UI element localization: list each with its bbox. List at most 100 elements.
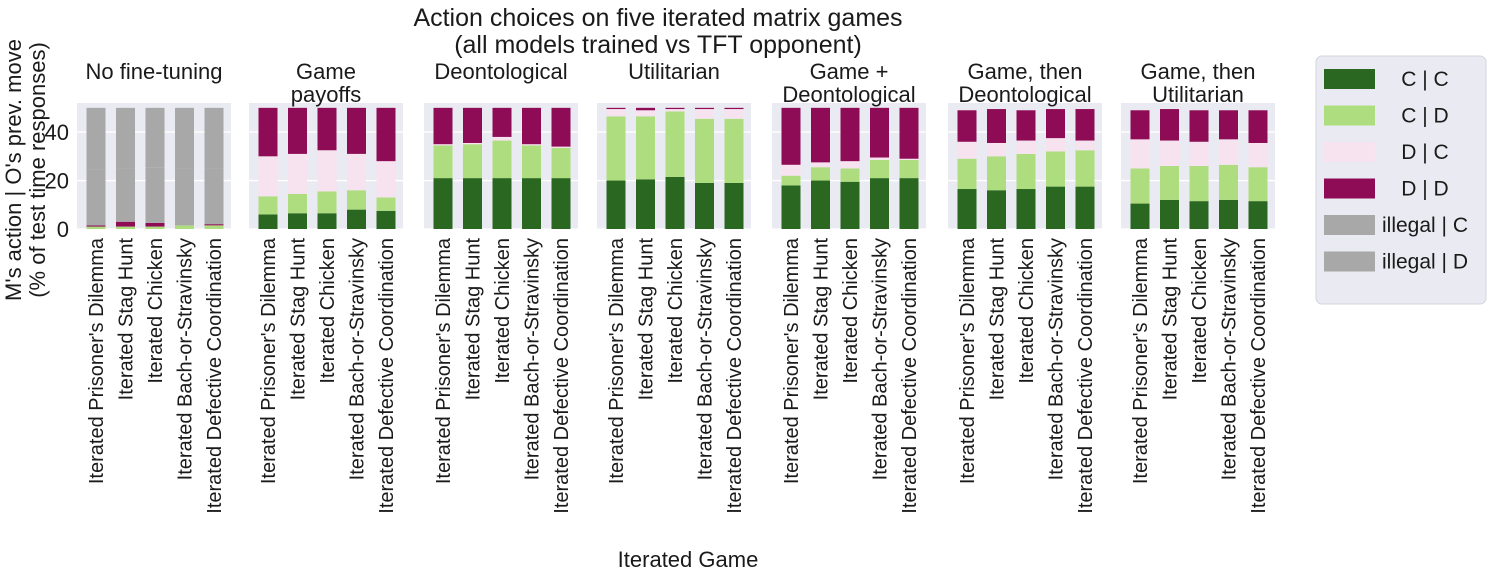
- bar-segment: [606, 107, 626, 110]
- bar-segment: [1075, 140, 1095, 151]
- bar-segment: [258, 196, 278, 215]
- legend-swatch: [1324, 251, 1375, 272]
- x-tick-label: Iterated Defective Coordination: [551, 238, 573, 514]
- bar-segment: [899, 159, 919, 179]
- panel-1: Iterated Prisoner's Dilemma Iterated Stag…: [77, 103, 231, 514]
- legend-label: illegal | D: [1382, 251, 1468, 274]
- bar-segment: [347, 190, 366, 210]
- bar-segment: [376, 210, 396, 229]
- figure-title-line-1: Action choices on five iterated matrix g…: [413, 4, 902, 32]
- bar-segment: [1075, 150, 1095, 187]
- bar-segment: [1130, 168, 1150, 204]
- x-tick-label: Iterated Bach-or-Stravinsky: [175, 238, 197, 480]
- x-tick-label: Iterated Defective Coordination: [724, 238, 746, 514]
- panel-title: payoffs: [291, 82, 362, 107]
- bar-segment: [1130, 110, 1150, 140]
- x-tick-label: Iterated Bach-or-Stravinsky: [870, 238, 892, 480]
- bar-segment: [347, 153, 366, 191]
- bar-segment: [606, 109, 626, 117]
- panel-2: Iterated Prisoner's Dilemma Iterated Stag…: [249, 103, 403, 514]
- bar-segment: [1248, 201, 1268, 229]
- bar-segment: [1160, 140, 1179, 166]
- x-tick-label: Iterated Bach-or-Stravinsky: [1046, 238, 1068, 480]
- bar-segment: [870, 178, 889, 229]
- x-tick-label: Iterated Defective Coordination: [1248, 238, 1270, 514]
- bar-segment: [551, 147, 571, 179]
- bar-segment: [1075, 109, 1095, 141]
- x-tick-label: Iterated Prisoner's Dilemma: [957, 237, 979, 484]
- x-tick-label: Iterated Prisoner's Dilemma: [433, 237, 455, 484]
- legend-label: D | C: [1401, 141, 1448, 164]
- bar-segment: [987, 109, 1006, 143]
- bar-segment: [86, 226, 106, 229]
- bar-segment: [1075, 186, 1095, 229]
- bar-segment: [957, 158, 977, 190]
- legend-swatch: [1324, 142, 1375, 162]
- bar-segment: [463, 107, 482, 143]
- x-tick-label: Iterated Stag Hunt: [463, 238, 485, 401]
- bar-segment: [522, 178, 541, 229]
- x-tick-label: Iterated Defective Coordination: [376, 238, 398, 514]
- panel-title: Deontological: [434, 59, 567, 84]
- chart-panels: Iterated Prisoner's Dilemma Iterated Stag…: [45, 59, 1275, 514]
- bar-segment: [695, 182, 714, 229]
- bar-segment: [957, 110, 977, 142]
- bar-segment: [1130, 203, 1150, 229]
- bar-segment: [551, 107, 571, 147]
- bar-segment: [1189, 201, 1209, 229]
- figure-title-line-2: (all models trained vs TFT opponent): [454, 31, 862, 59]
- bar-segment: [86, 225, 106, 227]
- panel-title: Game, then: [968, 59, 1083, 84]
- bar-segment: [987, 190, 1006, 229]
- panel-title: Utilitarian: [1152, 82, 1244, 107]
- bar-segment: [781, 185, 801, 229]
- bar-segment: [433, 107, 453, 145]
- x-tick-label: Iterated Chicken: [665, 238, 687, 384]
- x-tick-label: Iterated Bach-or-Stravinsky: [1219, 238, 1241, 480]
- bar-segment: [1248, 167, 1268, 202]
- bar-segment: [811, 107, 830, 163]
- x-tick-label: Iterated Chicken: [1189, 238, 1211, 384]
- bar-segment: [636, 179, 655, 229]
- bar-segment: [317, 213, 337, 229]
- bar-segment: [116, 226, 135, 229]
- bar-segment: [522, 145, 541, 179]
- bar-segment: [1219, 139, 1238, 165]
- bar-segment: [1046, 138, 1065, 152]
- bar-segment: [781, 164, 801, 176]
- bar-segment: [433, 178, 453, 229]
- bar-segment: [695, 118, 714, 183]
- x-tick-label: Iterated Defective Coordination: [899, 238, 921, 514]
- bar-segment: [1248, 110, 1268, 143]
- bar-segment: [1189, 110, 1209, 142]
- x-tick-label: Iterated Stag Hunt: [987, 238, 1009, 401]
- panel-title: Deontological: [958, 82, 1091, 107]
- bar-segment: [665, 109, 685, 112]
- bar-segment: [899, 107, 919, 159]
- x-tick-label: Iterated Chicken: [492, 238, 514, 384]
- bar-segment: [606, 116, 626, 181]
- bar-segment: [317, 150, 337, 192]
- bar-segment: [288, 153, 307, 194]
- panel-5: Iterated Prisoner's Dilemma Iterated Stag…: [772, 103, 926, 514]
- x-tick-label: Iterated Stag Hunt: [811, 238, 833, 401]
- bar-segment: [175, 225, 194, 229]
- x-tick-label: Iterated Stag Hunt: [288, 238, 310, 401]
- bar-segment: [811, 162, 830, 168]
- bar-segment: [636, 110, 655, 117]
- bar-segment: [1016, 153, 1036, 190]
- bar-segment: [204, 107, 224, 169]
- y-tick-label: 40: [45, 120, 69, 145]
- bar-segment: [145, 167, 165, 223]
- bar-segment: [695, 109, 714, 119]
- bar-segment: [811, 167, 830, 181]
- legend-swatch: [1324, 178, 1375, 199]
- bar-segment: [347, 209, 366, 229]
- panel-title: Game: [296, 59, 356, 84]
- bar-segment: [288, 213, 307, 229]
- bar-segment: [636, 116, 655, 180]
- panel-4: Iterated Prisoner's Dilemma Iterated Stag…: [597, 103, 751, 514]
- x-tick-label: Iterated Prisoner's Dilemma: [781, 237, 803, 484]
- bar-segment: [840, 161, 860, 169]
